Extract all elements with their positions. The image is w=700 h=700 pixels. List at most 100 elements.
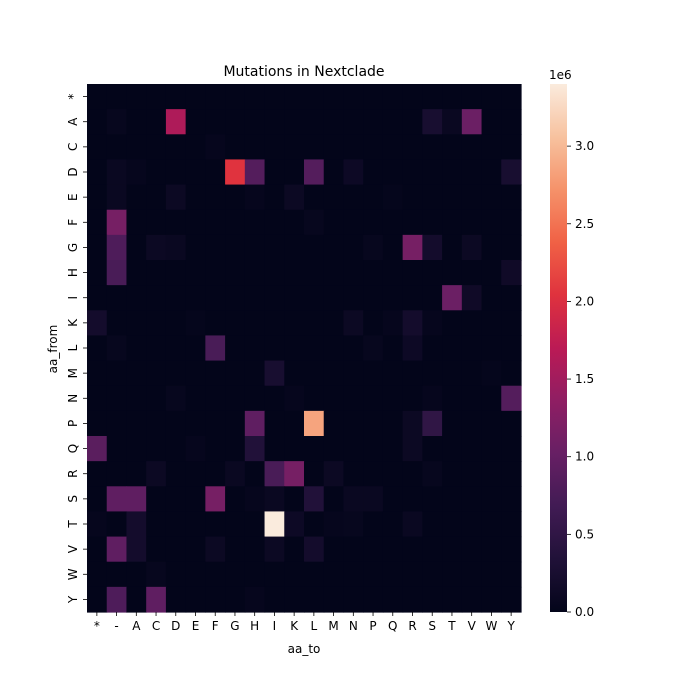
heatmap-cell <box>205 234 226 261</box>
heatmap-cell <box>481 436 502 462</box>
heatmap-cell <box>304 310 325 337</box>
heatmap-cell <box>343 209 364 236</box>
heatmap-cell <box>284 310 305 337</box>
heatmap-cell <box>323 285 345 311</box>
heatmap-cell <box>165 461 187 487</box>
heatmap-cell <box>87 285 108 311</box>
colorbar-ticks: 0.0 0.5 1.0 1.5 2.0 2.5 3.0 <box>567 139 594 619</box>
heatmap-cell <box>323 260 345 286</box>
heatmap-cell <box>323 486 345 513</box>
heatmap-cell <box>165 260 187 286</box>
heatmap-cell <box>363 486 384 513</box>
heatmap-cell <box>146 486 167 513</box>
heatmap-cell <box>185 335 206 362</box>
heatmap-cell <box>382 536 404 563</box>
heatmap-cell <box>185 511 206 538</box>
colorbar-tick-label: 2.0 <box>575 294 594 308</box>
heatmap-cell <box>284 436 305 462</box>
heatmap-cell <box>126 84 147 110</box>
heatmap-cell <box>304 410 325 437</box>
heatmap-cell <box>304 586 325 613</box>
heatmap-cell <box>382 184 404 211</box>
heatmap-cell <box>126 486 147 513</box>
colorbar-tick-label: 0.0 <box>575 605 594 619</box>
heatmap-cell <box>264 159 285 186</box>
heatmap-cell <box>382 84 404 110</box>
heatmap-cell <box>225 511 246 538</box>
heatmap-cell <box>402 385 423 412</box>
heatmap-cell <box>225 335 246 362</box>
y-axis-ticks: * A C D E F G H I K L M N P Q R S T V W Y <box>66 94 87 604</box>
colorbar-multiplier: 1e6 <box>549 68 572 82</box>
heatmap-cell <box>165 310 187 337</box>
heatmap-cell <box>205 360 226 387</box>
heatmap-cell <box>205 436 226 462</box>
heatmap-cell <box>284 536 305 563</box>
heatmap-cell <box>363 385 384 412</box>
heatmap-cell <box>106 159 128 186</box>
heatmap-cell <box>264 436 285 462</box>
heatmap-cell <box>205 410 226 437</box>
heatmap-cell <box>323 84 345 110</box>
colorbar-tick-label: 1.5 <box>575 372 594 386</box>
heatmap-cell <box>343 234 364 261</box>
heatmap-cell <box>126 109 147 135</box>
heatmap-cell <box>106 209 128 236</box>
heatmap-cell <box>106 410 128 437</box>
heatmap-cell <box>442 184 463 211</box>
heatmap-cell <box>284 461 305 487</box>
x-tick-label: - <box>114 619 118 633</box>
heatmap-cell <box>106 536 128 563</box>
heatmap-cell <box>106 260 128 286</box>
heatmap-cell <box>382 310 404 337</box>
heatmap-cell <box>304 360 325 387</box>
heatmap-cell <box>363 184 384 211</box>
heatmap-cell <box>146 461 167 487</box>
heatmap-cell <box>422 310 443 337</box>
heatmap-cell <box>402 360 423 387</box>
heatmap-cell <box>284 209 305 236</box>
heatmap-cell <box>323 536 345 563</box>
heatmap-cell <box>244 84 266 110</box>
heatmap-cell <box>284 385 305 412</box>
heatmap-cell <box>146 511 167 538</box>
heatmap-cell <box>382 285 404 311</box>
heatmap-cell <box>363 410 384 437</box>
y-tick-label: T <box>66 520 80 529</box>
heatmap-cell <box>422 536 443 563</box>
heatmap-cell <box>284 134 305 161</box>
y-tick-label: K <box>66 318 80 327</box>
heatmap-cell <box>244 109 266 135</box>
heatmap-cell <box>106 109 128 135</box>
heatmap-cell <box>501 486 522 513</box>
colorbar-tick-label: 3.0 <box>575 139 594 153</box>
heatmap-cell <box>481 134 502 161</box>
heatmap-cell <box>244 461 266 487</box>
heatmap-cell <box>481 486 502 513</box>
heatmap-cell <box>185 360 206 387</box>
heatmap-cell <box>87 260 108 286</box>
heatmap-cell <box>146 84 167 110</box>
heatmap-cell <box>382 234 404 261</box>
heatmap-cell <box>422 511 443 538</box>
heatmap-cell <box>126 209 147 236</box>
heatmap-cell <box>422 586 443 613</box>
heatmap-cell <box>363 511 384 538</box>
heatmap-cell <box>225 234 246 261</box>
heatmap-cell <box>244 360 266 387</box>
heatmap-cell <box>402 184 423 211</box>
heatmap-cell <box>481 410 502 437</box>
heatmap-cell <box>501 84 522 110</box>
heatmap-cell <box>185 561 206 588</box>
heatmap-cell <box>343 536 364 563</box>
heatmap-cell <box>343 410 364 437</box>
heatmap-cell <box>244 159 266 186</box>
y-tick-label: M <box>66 368 80 378</box>
heatmap-cell <box>461 310 483 337</box>
heatmap-cell <box>323 209 345 236</box>
heatmap-cell <box>442 360 463 387</box>
heatmap-cell <box>461 184 483 211</box>
heatmap-cell <box>87 461 108 487</box>
heatmap-cell <box>343 385 364 412</box>
heatmap-cell <box>165 209 187 236</box>
